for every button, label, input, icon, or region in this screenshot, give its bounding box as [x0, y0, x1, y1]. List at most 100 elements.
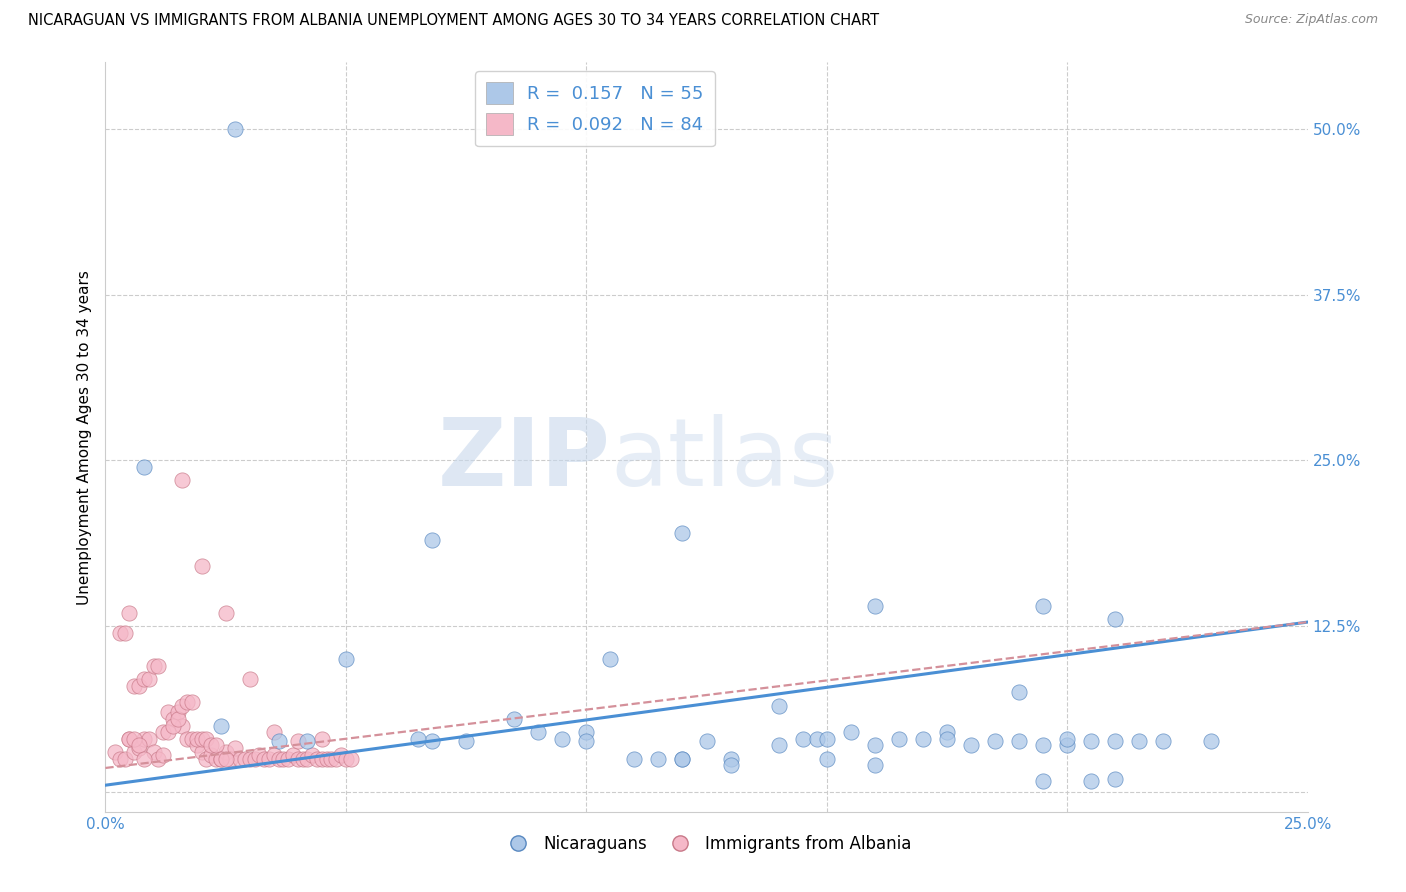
Point: [209, 752, 232, 766]
Point: [1128, 734, 1150, 748]
Point: [527, 725, 550, 739]
Point: [267, 734, 290, 748]
Point: [205, 752, 228, 766]
Point: [422, 734, 444, 748]
Text: NICARAGUAN VS IMMIGRANTS FROM ALBANIA UNEMPLOYMENT AMONG AGES 30 TO 34 YEARS COR: NICARAGUAN VS IMMIGRANTS FROM ALBANIA UN…: [28, 13, 879, 29]
Point: [214, 745, 236, 759]
Point: [200, 747, 222, 762]
Point: [1104, 734, 1126, 748]
Point: [1104, 772, 1126, 786]
Point: [887, 731, 910, 746]
Point: [335, 752, 357, 766]
Point: [162, 712, 184, 726]
Point: [815, 731, 838, 746]
Point: [806, 731, 828, 746]
Point: [281, 747, 304, 762]
Point: [551, 731, 574, 746]
Point: [253, 752, 276, 766]
Point: [1080, 734, 1102, 748]
Point: [243, 752, 266, 766]
Point: [815, 752, 838, 766]
Point: [219, 752, 242, 766]
Point: [984, 734, 1007, 748]
Point: [1032, 774, 1054, 789]
Point: [132, 731, 155, 746]
Point: [148, 658, 170, 673]
Point: [406, 731, 429, 746]
Point: [311, 752, 333, 766]
Point: [599, 652, 621, 666]
Text: atlas: atlas: [610, 414, 838, 506]
Point: [277, 752, 299, 766]
Point: [124, 731, 146, 746]
Point: [229, 752, 252, 766]
Point: [257, 752, 280, 766]
Point: [181, 695, 204, 709]
Point: [124, 745, 146, 759]
Point: [330, 747, 353, 762]
Point: [190, 731, 212, 746]
Point: [172, 698, 194, 713]
Point: [321, 752, 343, 766]
Point: [768, 739, 790, 753]
Point: [1056, 731, 1078, 746]
Point: [114, 752, 136, 766]
Point: [239, 752, 262, 766]
Point: [205, 739, 228, 753]
Point: [291, 752, 314, 766]
Point: [1056, 739, 1078, 753]
Point: [339, 752, 361, 766]
Point: [132, 459, 155, 474]
Point: [152, 725, 174, 739]
Point: [263, 747, 285, 762]
Point: [132, 752, 155, 766]
Point: [156, 725, 179, 739]
Point: [1008, 734, 1031, 748]
Point: [176, 731, 198, 746]
Point: [209, 718, 232, 732]
Point: [186, 739, 208, 753]
Point: [936, 725, 959, 739]
Point: [454, 734, 477, 748]
Point: [863, 739, 886, 753]
Point: [214, 752, 236, 766]
Point: [247, 747, 270, 762]
Point: [195, 731, 218, 746]
Point: [224, 741, 246, 756]
Point: [960, 739, 983, 753]
Point: [647, 752, 669, 766]
Point: [936, 731, 959, 746]
Point: [152, 747, 174, 762]
Point: [166, 705, 188, 719]
Point: [575, 734, 598, 748]
Point: [671, 752, 693, 766]
Point: [287, 752, 309, 766]
Point: [301, 747, 323, 762]
Point: [214, 606, 236, 620]
Point: [768, 698, 790, 713]
Point: [118, 731, 141, 746]
Point: [575, 725, 598, 739]
Point: [1080, 774, 1102, 789]
Point: [172, 473, 194, 487]
Point: [118, 606, 141, 620]
Point: [1032, 599, 1054, 614]
Point: [142, 658, 165, 673]
Point: [839, 725, 862, 739]
Point: [172, 718, 194, 732]
Point: [156, 705, 179, 719]
Point: [195, 752, 218, 766]
Point: [124, 679, 146, 693]
Point: [720, 758, 742, 772]
Point: [1032, 739, 1054, 753]
Point: [422, 533, 444, 547]
Point: [148, 752, 170, 766]
Point: [267, 752, 290, 766]
Point: [671, 752, 693, 766]
Point: [108, 752, 131, 766]
Point: [263, 725, 285, 739]
Point: [233, 752, 256, 766]
Point: [273, 752, 295, 766]
Point: [305, 752, 328, 766]
Point: [1201, 734, 1223, 748]
